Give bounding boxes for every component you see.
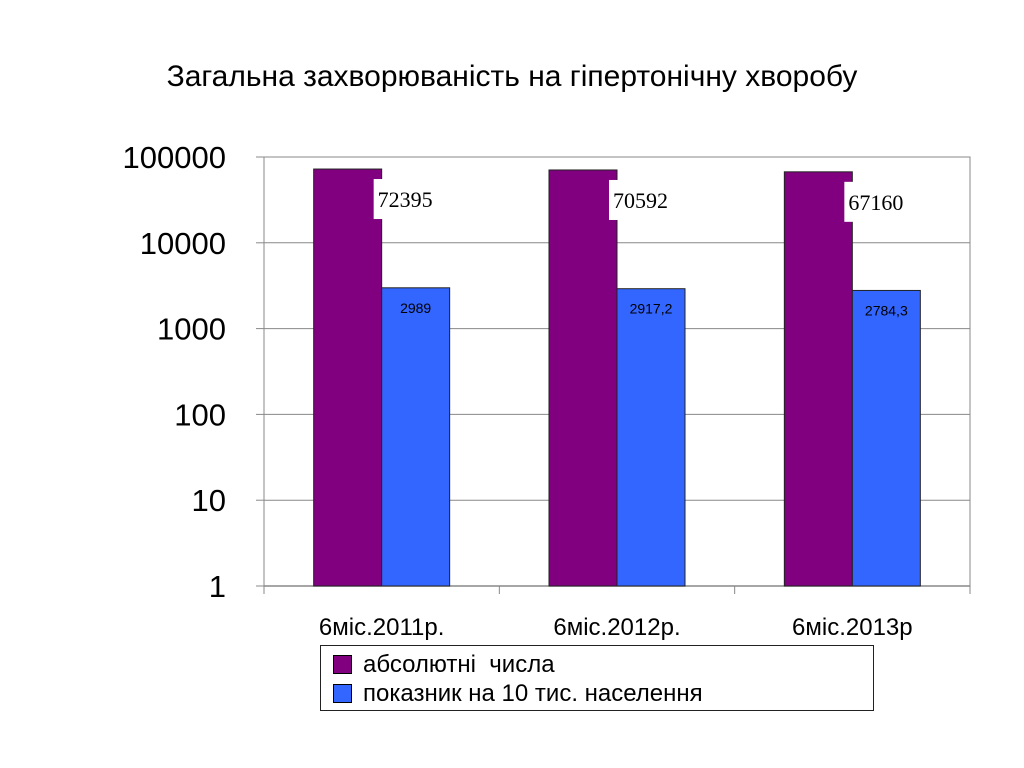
data-label-absolute: 70592 (613, 188, 668, 213)
data-label-rate: 2784,3 (865, 302, 908, 318)
bar-absolute (783, 171, 853, 587)
y-tick-label: 1000 (157, 312, 226, 347)
bar-rate (381, 287, 451, 587)
data-label-absolute: 67160 (848, 190, 903, 215)
bar-absolute (313, 168, 383, 587)
chart-title: Загальна захворюваність на гіпертонічну … (166, 60, 858, 93)
data-label-box (373, 179, 470, 220)
y-tick-label: 100 (174, 397, 226, 432)
bar-rate (851, 289, 921, 587)
y-tick-label: 100000 (123, 140, 226, 175)
legend-label-absolute: абсолютні числа (363, 650, 555, 678)
legend-label-rate: показник на 10 тис. населення (363, 679, 703, 707)
legend-item-absolute: абсолютні числа (321, 650, 873, 679)
data-label-absolute: 72395 (378, 187, 433, 212)
y-tick-label: 1 (209, 569, 226, 604)
bar-absolute (548, 169, 618, 587)
legend-swatch-absolute (333, 655, 352, 674)
data-label-box (609, 179, 705, 220)
y-tick-label: 10 (192, 483, 226, 518)
x-category-label: 6міс.2011р. (319, 614, 444, 641)
x-category-label: 6міс.2013р (792, 614, 913, 641)
data-label-rate: 2917,2 (630, 301, 673, 317)
legend-swatch-rate (333, 684, 352, 703)
chart-legend: абсолютні числа показник на 10 тис. насе… (320, 645, 874, 711)
data-label-box (844, 181, 941, 222)
data-label-rate: 2989 (400, 300, 431, 316)
x-category-label: 6міс.2012р. (553, 614, 680, 641)
bar-rate (616, 288, 686, 587)
y-tick-label: 10000 (140, 226, 226, 261)
legend-item-rate: показник на 10 тис. населення (321, 679, 873, 708)
